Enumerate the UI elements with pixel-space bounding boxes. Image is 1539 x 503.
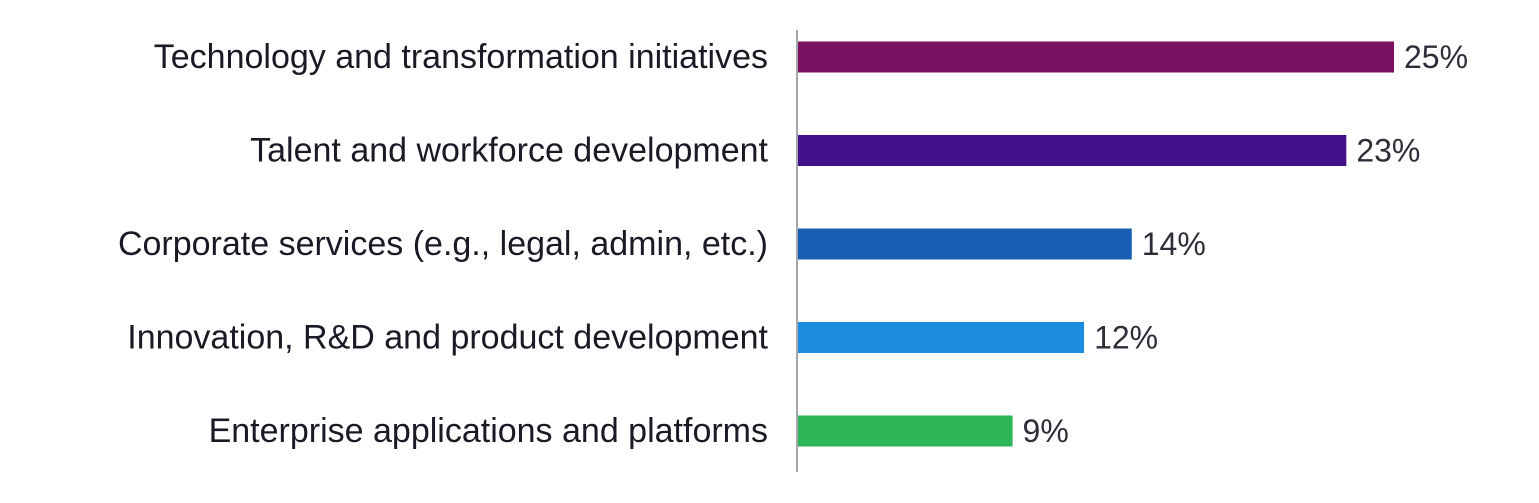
bar-1 xyxy=(798,41,1394,73)
category-label: Technology and transformation initiative… xyxy=(154,38,768,76)
category-label: Talent and workforce development xyxy=(250,132,768,170)
bar-5 xyxy=(798,415,1013,447)
bar-4 xyxy=(798,322,1085,353)
bar-3 xyxy=(798,228,1132,260)
value-label: 23% xyxy=(1356,133,1420,169)
category-label: Enterprise applications and platforms xyxy=(209,412,768,450)
bars-layer xyxy=(798,41,1394,447)
value-label: 12% xyxy=(1094,320,1158,356)
value-label: 25% xyxy=(1404,39,1468,75)
value-label: 14% xyxy=(1142,226,1206,262)
bar-2 xyxy=(798,135,1347,166)
category-labels: Technology and transformation initiative… xyxy=(118,38,769,450)
category-label: Corporate services (e.g., legal, admin, … xyxy=(118,225,768,263)
category-label: Innovation, R&D and product development xyxy=(127,319,768,357)
value-label: 9% xyxy=(1023,413,1069,449)
value-labels: 25% 23% 14% 12% 9% xyxy=(1023,39,1468,449)
